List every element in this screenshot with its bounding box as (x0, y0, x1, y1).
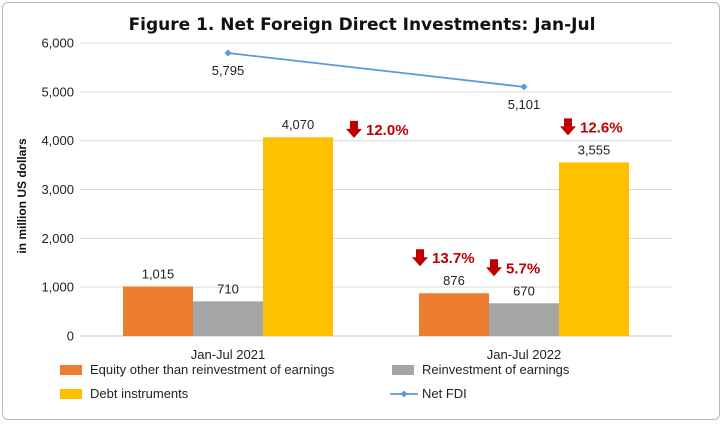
y-tick-label: 6,000 (41, 36, 74, 51)
arrow-down-icon (486, 259, 502, 277)
legend-swatch (60, 389, 82, 399)
change-annotation-label: 12.6% (580, 119, 623, 136)
bar (263, 137, 333, 336)
legend-marker (400, 390, 408, 398)
arrow-down-icon (412, 249, 428, 267)
x-category-label: Jan-Jul 2021 (191, 347, 265, 362)
data-label: 4,070 (282, 117, 315, 132)
y-tick-label: 3,000 (41, 182, 74, 197)
y-tick-label: 4,000 (41, 133, 74, 148)
legend-swatch (392, 365, 414, 375)
arrow-down-icon (346, 120, 362, 138)
change-annotation: 13.7% (412, 249, 475, 267)
y-axis-ticks: 0 1,000 2,000 3,000 4,000 5,000 6,000 (41, 36, 74, 344)
y-axis-label: in million US dollars (15, 138, 29, 254)
legend-item: Equity other than reinvestment of earnin… (60, 362, 335, 377)
x-category-label: Jan-Jul 2022 (487, 347, 561, 362)
y-tick-label: 2,000 (41, 231, 74, 246)
series-line (227, 52, 525, 88)
bar (193, 301, 263, 336)
bar (559, 162, 629, 336)
legend-label: Net FDI (422, 386, 467, 401)
line-point (520, 83, 528, 91)
data-label: 1,015 (142, 266, 175, 281)
annotations: 12.0% 13.7% 5.7% 12.6% (346, 118, 623, 277)
data-label: 710 (217, 281, 239, 296)
legend-label: Reinvestment of earnings (422, 362, 570, 377)
change-annotation: 5.7% (486, 259, 540, 277)
change-annotation-label: 13.7% (432, 250, 475, 267)
data-label: 670 (513, 283, 535, 298)
change-annotation: 12.0% (346, 120, 409, 139)
legend-swatch (60, 365, 82, 375)
y-tick-label: 5,000 (41, 84, 74, 99)
change-annotation: 12.6% (560, 118, 623, 136)
y-tick-label: 1,000 (41, 280, 74, 295)
legend-item: Reinvestment of earnings (392, 362, 570, 377)
data-label: 3,555 (578, 142, 611, 157)
data-labels: 1,015 710 4,070 876 670 3,555 5,795 5,101 (142, 63, 611, 298)
arrow-down-icon (560, 118, 576, 136)
y-tick-label: 0 (67, 329, 74, 344)
bar-series (123, 137, 629, 336)
legend-label: Debt instruments (90, 386, 189, 401)
data-label: 5,101 (508, 97, 541, 112)
change-annotation-label: 5.7% (506, 260, 540, 277)
bar (419, 293, 489, 336)
bar (489, 303, 559, 336)
change-annotation-label: 12.0% (366, 122, 409, 139)
line-series (224, 49, 528, 91)
legend-label: Equity other than reinvestment of earnin… (90, 362, 335, 377)
x-axis-categories: Jan-Jul 2021 Jan-Jul 2022 (191, 347, 561, 362)
bar (123, 286, 193, 336)
chart-title: Figure 1. Net Foreign Direct Investments… (129, 15, 596, 35)
legend-item: Debt instruments (60, 386, 189, 401)
legend: Equity other than reinvestment of earnin… (60, 362, 570, 401)
data-label: 876 (443, 273, 465, 288)
legend-item: Net FDI (390, 386, 467, 401)
line-point (224, 49, 232, 57)
data-label: 5,795 (212, 63, 245, 78)
